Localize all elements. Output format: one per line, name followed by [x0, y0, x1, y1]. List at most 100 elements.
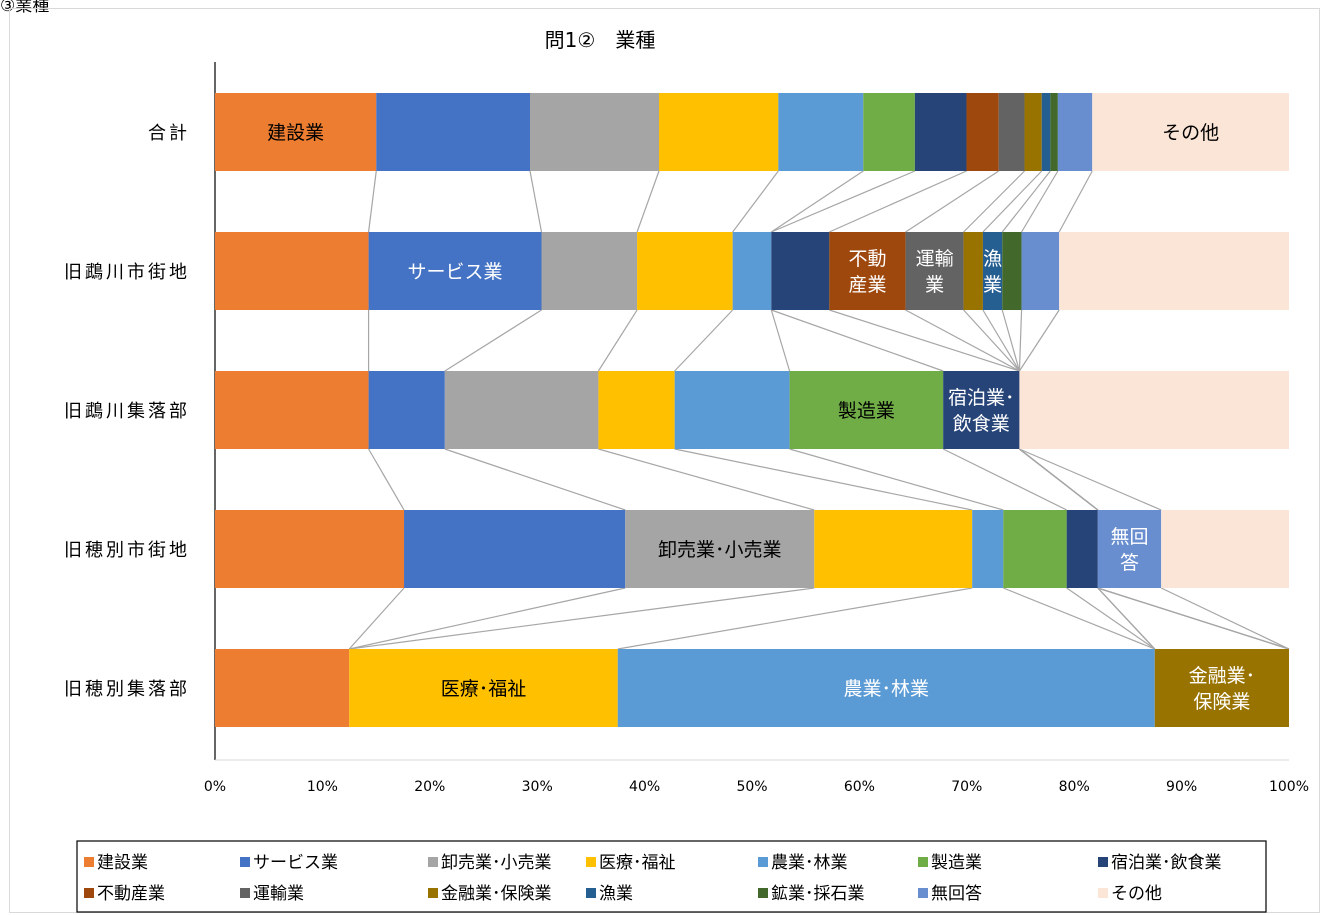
series-line: [348, 587, 405, 650]
series-line: [674, 309, 734, 372]
series-line: [771, 170, 864, 233]
series-line: [444, 309, 542, 372]
series-line: [349, 587, 626, 650]
legend-swatch: [586, 888, 596, 898]
legend-box: [76, 840, 1267, 913]
bar-segment: [598, 371, 675, 449]
legend-label: 建設業: [97, 853, 148, 873]
legend-swatch: [240, 888, 250, 898]
data-label: 無回: [1111, 526, 1149, 548]
data-label: 飲食業: [953, 413, 1010, 435]
x-tick-label: 0%: [204, 779, 226, 795]
series-line: [1097, 587, 1290, 650]
legend-label: 無回答: [931, 884, 982, 904]
bar-segment: [1050, 93, 1058, 171]
bar-segment: [972, 510, 1004, 588]
bar-segment: [444, 371, 599, 449]
bar-segment: [1057, 93, 1093, 171]
legend-label: 製造業: [931, 853, 982, 873]
legend-swatch: [918, 857, 928, 867]
bar-segment: [982, 232, 1003, 310]
series-line: [771, 170, 916, 233]
series-line: [963, 170, 1025, 233]
legend-swatch: [758, 888, 768, 898]
series-line: [1019, 448, 1162, 511]
x-tick-label: 30%: [522, 779, 553, 795]
category-label: 旧鵡川市街地: [64, 262, 190, 283]
bar-segment: [966, 93, 999, 171]
series-line: [674, 448, 973, 511]
bar-segment: [637, 232, 733, 310]
data-label: 保険業: [1193, 691, 1250, 713]
bar-segment: [349, 649, 618, 727]
series-line: [789, 448, 1004, 511]
series-line: [1018, 309, 1023, 372]
series-line: [598, 448, 815, 511]
series-line: [1003, 587, 1155, 650]
category-label: 旧穂別集落部: [64, 679, 190, 700]
data-label: その他: [1162, 122, 1219, 144]
x-tick-label: 100%: [1269, 779, 1309, 795]
bar-segment: [215, 649, 350, 727]
series-line: [1058, 170, 1093, 233]
data-label: 金融業･: [1189, 665, 1256, 687]
legend-label: 金融業･保険業: [441, 884, 552, 904]
legend-label: 卸売業･小売業: [441, 853, 552, 873]
data-label: 運輸: [916, 248, 954, 270]
bar-segment: [215, 232, 369, 310]
series-line: [1018, 309, 1060, 372]
series-line: [829, 170, 967, 233]
bar-segment: [905, 232, 964, 310]
series-line: [444, 448, 626, 511]
bar-segment: [789, 371, 944, 449]
legend-label: その他: [1111, 884, 1162, 904]
bar-segment: [541, 232, 638, 310]
legend-swatch: [918, 888, 928, 898]
bar-segment: [1019, 371, 1289, 449]
data-label: 答: [1120, 552, 1139, 574]
legend-label: 鉱業･採石業: [771, 884, 865, 904]
data-label: 不動: [848, 248, 886, 270]
series-line: [732, 170, 779, 233]
series-line: [771, 309, 944, 372]
series-line: [982, 309, 1020, 372]
data-label: 業: [983, 274, 1002, 296]
bar-segment: [1154, 649, 1289, 727]
series-line: [617, 587, 973, 650]
legend-label: 農業･林業: [771, 853, 848, 873]
bar-segment: [1041, 93, 1051, 171]
bar-segment: [1002, 232, 1022, 310]
series-line: [349, 587, 815, 650]
bar-segment: [215, 510, 405, 588]
chart-title: 問1② 業種: [545, 28, 656, 52]
data-label: サービス業: [408, 261, 503, 283]
data-label: 宿泊業･: [948, 387, 1015, 409]
bar-segment: [1092, 93, 1289, 171]
bar-segment: [1097, 510, 1162, 588]
bar-segment: [998, 93, 1025, 171]
bar-segment: [771, 232, 830, 310]
x-tick-label: 80%: [1059, 779, 1090, 795]
data-label: 製造業: [838, 400, 895, 422]
data-label: 農業･林業: [843, 678, 929, 700]
series-line: [1097, 587, 1156, 650]
series-line: [1001, 309, 1021, 372]
bar-segment: [368, 371, 445, 449]
bar-segment: [914, 93, 967, 171]
bar-segment: [215, 93, 377, 171]
x-tick-label: 50%: [736, 779, 767, 795]
series-line: [905, 309, 1020, 372]
legend-label: サービス業: [253, 853, 338, 873]
series-line: [1160, 587, 1290, 650]
series-line: [1019, 448, 1099, 511]
bar-segment: [1161, 510, 1289, 588]
x-tick-label: 60%: [844, 779, 875, 795]
bar-segment: [1021, 232, 1060, 310]
bar-segment: [778, 93, 864, 171]
series-line: [942, 448, 1067, 511]
legend-label: 宿泊業･飲食業: [1111, 853, 1222, 873]
data-label: 医療･福祉: [441, 678, 527, 700]
data-label: 産業: [848, 274, 886, 296]
legend-swatch: [240, 857, 250, 867]
